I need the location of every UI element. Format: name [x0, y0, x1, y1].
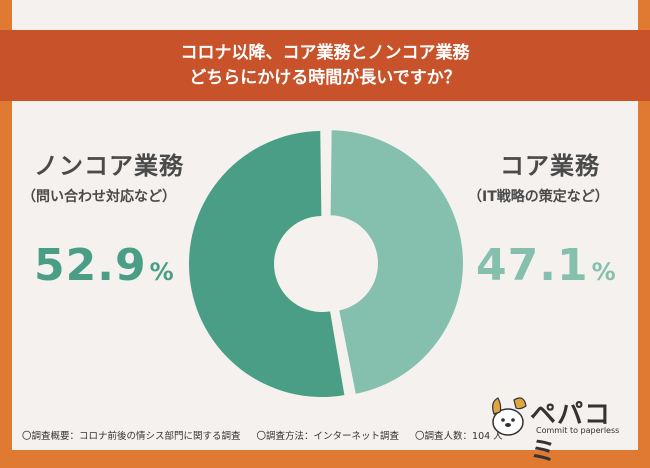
label-core-subtitle: （IT戦略の策定など）	[468, 189, 609, 205]
label-noncore-percent: 52.9%	[34, 240, 175, 291]
footnote-method: 〇調査方法：インターネット調査	[256, 431, 400, 442]
noncore-percent-value: 52.9	[34, 240, 147, 291]
survey-footnote: 〇調査概要：コロナ前後の情シス部門に関する調査 〇調査方法：インターネット調査 …	[22, 428, 503, 442]
footnote-overview: 〇調査概要：コロナ前後の情シス部門に関する調査	[22, 431, 241, 442]
question-banner: コロナ以降、コア業務とノンコア業務 どちらにかける時間が長いですか？	[0, 30, 650, 101]
slice-core	[330, 130, 463, 394]
label-core-percent: 47.1%	[476, 240, 617, 291]
label-core-title: コア業務	[500, 152, 600, 180]
banner-line-2: どちらにかける時間が長いですか？	[189, 67, 461, 88]
pepacomi-logo: ペパコミ Commit to paperless	[484, 392, 634, 467]
logo-tagline: Commit to paperless	[536, 426, 620, 435]
footnote-count: 〇調査人数：104 人	[415, 431, 503, 442]
slice-noncore	[189, 131, 345, 397]
mascot-icon	[492, 397, 527, 436]
core-percent-value: 47.1	[476, 240, 589, 291]
noncore-percent-unit: %	[149, 258, 175, 286]
core-percent-unit: %	[591, 258, 617, 286]
label-noncore-title: ノンコア業務	[34, 152, 184, 180]
banner-line-1: コロナ以降、コア業務とノンコア業務	[180, 42, 470, 63]
label-noncore-subtitle: （問い合わせ対応など）	[22, 189, 176, 205]
donut-chart	[189, 130, 463, 397]
